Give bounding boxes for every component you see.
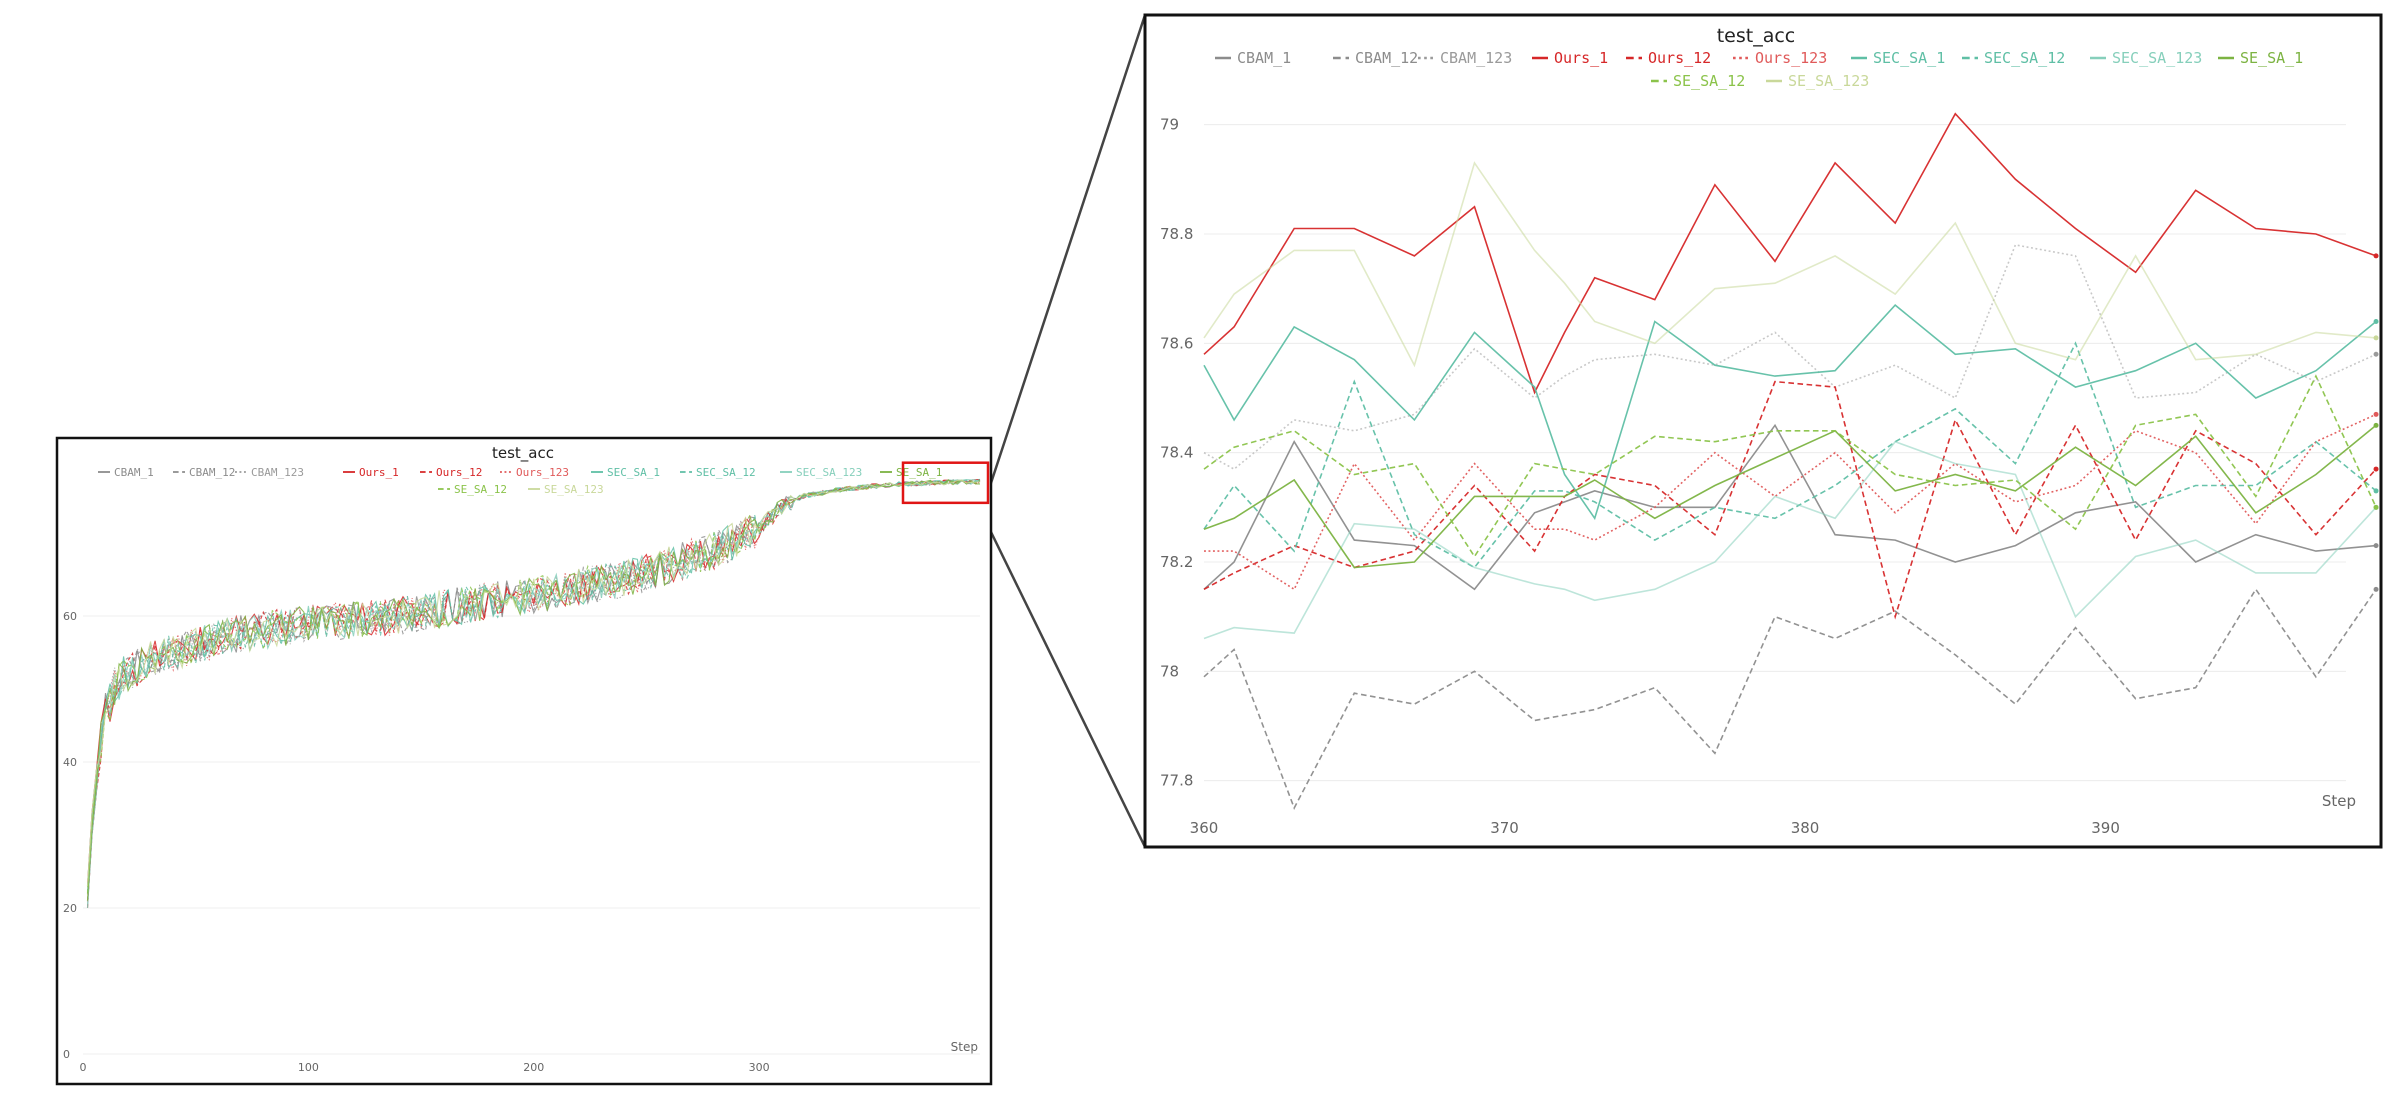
zoom-series-end-se_sa_123 [2373, 335, 2379, 341]
zoom-connector-bottom [988, 529, 1147, 848]
overview-ytick-label: 40 [63, 756, 77, 769]
overview-legend-label-sec_sa_123: SEC_SA_123 [796, 466, 862, 479]
overview-title: test_acc [492, 444, 554, 463]
zoom-ytick-label: 78.6 [1160, 334, 1193, 352]
zoom-legend-label-sec_sa_1: SEC_SA_1 [1873, 49, 1945, 67]
overview-xlabel: Step [951, 1040, 978, 1054]
zoom-series-end-ours_12 [2373, 466, 2379, 472]
zoom-ytick-label: 78.4 [1160, 444, 1193, 462]
overview-legend-label-sec_sa_12: SEC_SA_12 [696, 466, 756, 479]
overview-legend-label-se_sa_1: SE_SA_1 [896, 466, 942, 479]
zoom-xtick-label: 380 [1791, 819, 1820, 837]
zoom-legend-label-cbam_123: CBAM_123 [1440, 49, 1512, 67]
zoom-ytick-label: 78.2 [1160, 553, 1193, 571]
zoom-series [1203, 112, 2379, 810]
overview-series-line-cbam_1 [86, 479, 981, 909]
zoom-series-line-cbam_123 [1203, 243, 2377, 471]
zoom-series-end-cbam_12 [2373, 586, 2379, 592]
zoom-series-line-sec_sa_123 [1203, 440, 2377, 640]
zoom-chart: test_acc CBAM_1 CBAM_12 CBAM_123 Ours_1 Ours… [1143, 13, 2383, 849]
overview-series-line-se_sa_123 [86, 479, 980, 887]
overview-chart: test_acc CBAM_1 CBAM_12 CBAM_123 Ours_1 Ours… [55, 436, 993, 1086]
overview-grid [83, 615, 980, 1055]
overview-series [86, 478, 981, 909]
zoom-legend-label-sec_sa_12: SEC_SA_12 [1984, 49, 2065, 67]
zoom-ytick-label: 78.8 [1160, 225, 1193, 243]
zoom-series-end-se_sa_1 [2373, 422, 2379, 428]
zoom-legend-label-se_sa_1: SE_SA_1 [2240, 49, 2303, 67]
overview-legend-label-cbam_12: CBAM_12 [189, 466, 235, 479]
zoom-series-end-cbam_123 [2373, 351, 2379, 357]
overview-legend-label-ours_1: Ours_1 [359, 466, 399, 479]
overview-ticks: 0 20 40 60 0 100 200 300 [63, 610, 770, 1074]
overview-xtick-label: 200 [523, 1061, 544, 1074]
overview-ytick-label: 0 [63, 1048, 70, 1061]
zoom-series-line-cbam_1 [1203, 423, 2377, 591]
zoom-legend-label-ours_1: Ours_1 [1554, 49, 1608, 67]
overview-series-line-cbam_12 [86, 479, 980, 901]
zoom-legend-label-sec_sa_123: SEC_SA_123 [2112, 49, 2202, 67]
zoom-series-end-ours_123 [2373, 411, 2379, 417]
zoom-legend-label-se_sa_123: SE_SA_123 [1788, 72, 1869, 90]
zoom-series-end-ours_1 [2373, 253, 2379, 259]
zoom-xtick-label: 390 [2091, 819, 2120, 837]
zoom-series-line-ours_12 [1203, 380, 2377, 620]
overview-xtick-label: 100 [298, 1061, 319, 1074]
zoom-legend-label-ours_123: Ours_123 [1755, 49, 1827, 67]
zoom-series-end-sec_sa_12 [2373, 488, 2379, 494]
zoom-grid [1204, 124, 2346, 782]
zoom-series-line-cbam_12 [1203, 587, 2377, 810]
zoom-series-end-sec_sa_1 [2373, 318, 2379, 324]
overview-legend-label-cbam_123: CBAM_123 [251, 466, 304, 479]
zoom-xlabel: Step [2322, 792, 2356, 810]
zoom-ytick-label: 79 [1160, 116, 1179, 134]
overview-series-line-sec_sa_12 [86, 479, 981, 887]
zoom-legend-label-ours_12: Ours_12 [1648, 49, 1711, 67]
zoom-connector-top [988, 14, 1147, 487]
zoom-ytick-label: 78 [1160, 662, 1179, 680]
overview-xtick-label: 0 [80, 1061, 87, 1074]
zoom-series-line-sec_sa_1 [1203, 304, 2377, 521]
zoom-legend-label-se_sa_12: SE_SA_12 [1673, 72, 1745, 90]
zoom-legend: CBAM_1 CBAM_12 CBAM_123 Ours_1 Ours_12 Ours_1… [1215, 49, 2303, 90]
overview-ytick-label: 20 [63, 902, 77, 915]
zoom-series-line-sec_sa_12 [1203, 341, 2377, 569]
overview-legend-label-ours_12: Ours_12 [436, 466, 482, 479]
overview-legend-label-se_sa_12: SE_SA_12 [454, 483, 507, 496]
zoom-series-line-ours_1 [1203, 112, 2377, 395]
zoom-xtick-label: 360 [1190, 819, 1219, 837]
overview-frame [55, 436, 993, 1086]
zoom-series-line-se_sa_123 [1203, 161, 2377, 368]
overview-xtick-label: 300 [749, 1061, 770, 1074]
overview-ytick-label: 60 [63, 610, 77, 623]
zoom-xtick-label: 370 [1490, 819, 1519, 837]
zoom-series-line-se_sa_1 [1203, 424, 2377, 569]
zoom-series-end-se_sa_12 [2373, 504, 2379, 510]
zoom-legend-label-cbam_1: CBAM_1 [1237, 49, 1291, 67]
overview-legend-label-ours_123: Ours_123 [516, 466, 569, 479]
zoom-frame [1143, 13, 2383, 849]
zoom-legend-label-cbam_12: CBAM_12 [1355, 49, 1418, 67]
overview-legend-label-se_sa_123: SE_SA_123 [544, 483, 604, 496]
zoom-title: test_acc [1717, 25, 1796, 47]
zoom-ytick-label: 77.8 [1160, 772, 1193, 790]
overview-legend-label-cbam_1: CBAM_1 [114, 466, 154, 479]
zoom-series-end-cbam_1 [2373, 543, 2379, 549]
overview-legend-label-sec_sa_1: SEC_SA_1 [607, 466, 660, 479]
overview-highlight-box [901, 461, 990, 505]
zoom-ticks: 77.8 78 78.2 78.4 78.6 78.8 79 360 370 380 390 [1160, 116, 2120, 837]
zoom-series-line-se_sa_12 [1203, 374, 2377, 558]
overview-legend: CBAM_1 CBAM_12 CBAM_123 Ours_1 Ours_12 Ours_1… [98, 466, 942, 496]
